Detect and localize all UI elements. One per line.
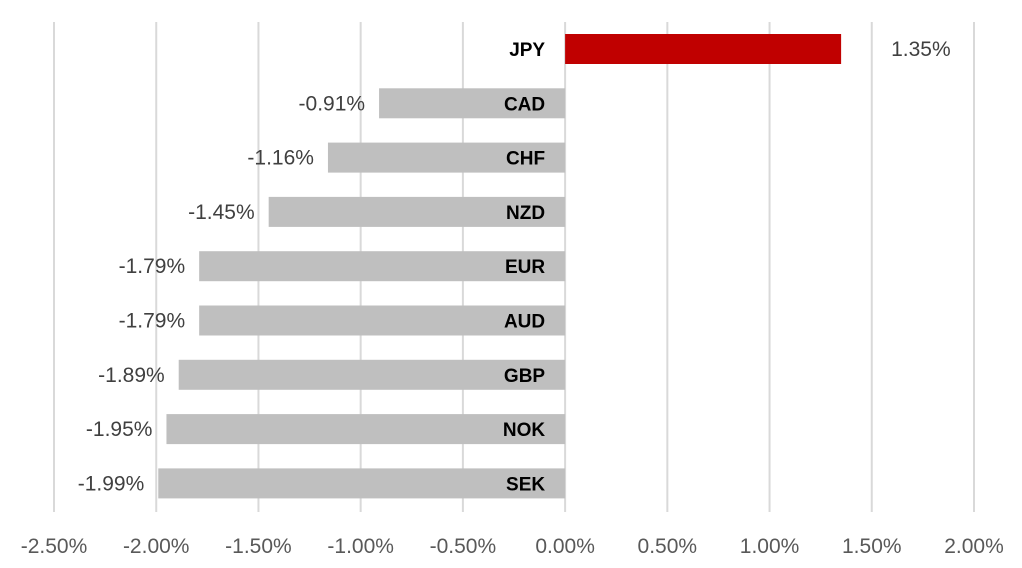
category-label: SEK <box>506 474 545 495</box>
category-label: NOK <box>503 420 546 441</box>
x-tick-label: 0.00% <box>535 535 595 558</box>
x-tick-label: 1.00% <box>740 535 800 558</box>
category-label: JPY <box>509 40 545 61</box>
bar-eur <box>199 251 566 282</box>
data-label: -1.79% <box>119 255 186 278</box>
x-tick-label: 0.50% <box>638 535 698 558</box>
bar-jpy <box>565 34 842 64</box>
category-label: EUR <box>505 257 545 278</box>
data-labels: 1.35% -0.91% -1.16% -1.45% -1.79% -1.79% -1.89… <box>78 38 951 495</box>
bar-sek <box>158 468 566 499</box>
data-label: 1.35% <box>891 38 951 61</box>
data-label: -1.45% <box>188 201 255 224</box>
data-label: -1.16% <box>247 147 314 170</box>
x-tick-label: -1.50% <box>225 535 292 558</box>
category-label: NZD <box>506 203 545 224</box>
bars <box>158 34 842 499</box>
data-label: -0.91% <box>299 92 366 115</box>
x-axis-tick-labels: -2.50% -2.00% -1.50% -1.00% -0.50% 0.00% 0.50%… <box>21 535 1004 558</box>
category-label: CAD <box>504 94 545 115</box>
data-label: -1.79% <box>119 310 186 333</box>
x-tick-label: -2.00% <box>123 535 190 558</box>
bar-aud <box>199 305 566 336</box>
bar-chf <box>327 142 566 173</box>
data-label: -1.99% <box>78 472 145 495</box>
x-tick-label: 1.50% <box>842 535 902 558</box>
bar-nzd <box>268 196 566 227</box>
bar-cad <box>379 88 566 119</box>
bar-nok <box>166 414 566 445</box>
bar-gbp <box>178 359 566 390</box>
category-label: CHF <box>506 149 545 170</box>
category-label: GBP <box>504 366 546 387</box>
x-tick-label: -0.50% <box>430 535 497 558</box>
data-label: -1.95% <box>86 418 153 441</box>
category-label: AUD <box>504 312 545 333</box>
category-labels: JPY CAD CHF NZD EUR AUD GBP NOK SEK <box>503 40 546 495</box>
x-tick-label: -1.00% <box>327 535 394 558</box>
x-tick-label: -2.50% <box>21 535 88 558</box>
data-label: -1.89% <box>98 364 165 387</box>
x-tick-label: 2.00% <box>944 535 1004 558</box>
